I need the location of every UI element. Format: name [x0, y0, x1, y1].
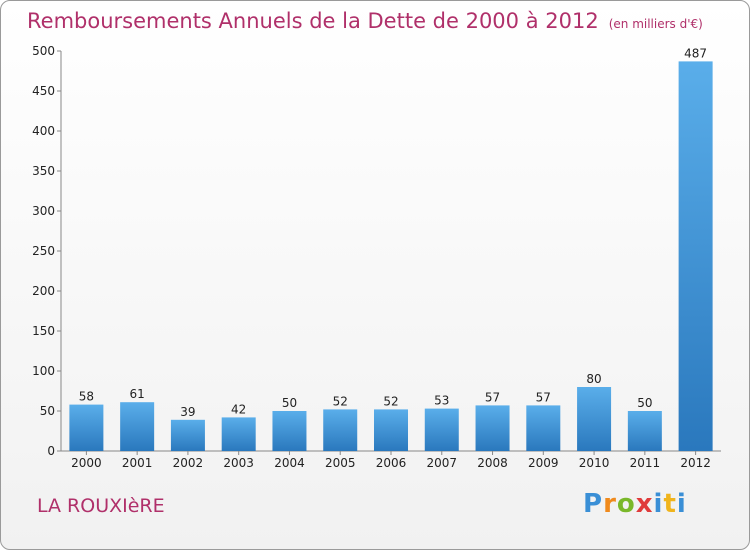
- logo-letter: P: [583, 489, 604, 519]
- logo-letter: i: [676, 489, 687, 519]
- y-tick-label: 0: [47, 444, 55, 458]
- y-tick-label: 350: [32, 164, 55, 178]
- data-label: 61: [130, 387, 145, 401]
- y-tick-label: 500: [32, 44, 55, 58]
- x-tick-label: 2007: [426, 456, 457, 470]
- y-tick-label: 50: [40, 404, 55, 418]
- data-label: 53: [434, 394, 449, 408]
- x-tick-label: 2004: [274, 456, 305, 470]
- logo-letter: x: [635, 489, 654, 519]
- x-tick-label: 2012: [680, 456, 711, 470]
- data-label: 57: [485, 390, 500, 404]
- chart-labels: 2000 58 2001 61 2002 39 2003 42 2004 50 2005 52 2006…: [71, 46, 711, 470]
- x-tick-label: 2001: [122, 456, 153, 470]
- data-label: 487: [684, 46, 707, 60]
- bar: [323, 409, 358, 451]
- x-tick-label: 2010: [579, 456, 610, 470]
- x-tick-label: 2000: [71, 456, 102, 470]
- data-label: 39: [180, 405, 195, 419]
- bar: [120, 402, 155, 451]
- bar: [475, 405, 510, 451]
- place-name: LA ROUXIèRE: [37, 495, 165, 517]
- y-tick-label: 400: [32, 124, 55, 138]
- logo-letter: o: [616, 489, 636, 519]
- x-tick-label: 2011: [630, 456, 661, 470]
- chart-title-text: Remboursements Annuels de la Dette de 20…: [27, 9, 599, 33]
- bar: [577, 387, 612, 451]
- x-tick-label: 2009: [528, 456, 559, 470]
- data-label: 80: [586, 372, 601, 386]
- data-label: 42: [231, 402, 246, 416]
- bar: [678, 61, 713, 452]
- data-label: 50: [282, 396, 297, 410]
- y-tick-label: 100: [32, 364, 55, 378]
- bar: [526, 405, 561, 451]
- y-tick-label: 300: [32, 204, 55, 218]
- logo-letter: t: [663, 489, 677, 519]
- logo-letter: i: [653, 489, 664, 519]
- x-tick-label: 2006: [376, 456, 407, 470]
- x-tick-label: 2003: [223, 456, 254, 470]
- chart-bars: [69, 61, 713, 452]
- proxiti-logo: Proxiti: [583, 489, 687, 519]
- chart-axes: 0 50 100 150 200 250 300 350 400 450 500: [32, 44, 721, 458]
- logo-letter: r: [603, 489, 617, 519]
- data-label: 57: [536, 390, 551, 404]
- y-tick-label: 250: [32, 244, 55, 258]
- data-label: 58: [79, 390, 94, 404]
- data-label: 50: [637, 396, 652, 410]
- bar: [272, 411, 307, 451]
- x-tick-label: 2005: [325, 456, 356, 470]
- x-tick-label: 2002: [173, 456, 204, 470]
- y-tick-label: 150: [32, 324, 55, 338]
- data-label: 52: [333, 394, 348, 408]
- chart-title: Remboursements Annuels de la Dette de 20…: [27, 9, 703, 33]
- bar: [69, 404, 104, 451]
- y-tick-label: 450: [32, 84, 55, 98]
- bar: [221, 417, 256, 451]
- y-tick-label: 200: [32, 284, 55, 298]
- data-label: 52: [383, 394, 398, 408]
- bar: [170, 419, 205, 451]
- bar: [627, 411, 662, 451]
- bar: [424, 408, 459, 451]
- chart-subtitle: (en milliers d'€): [608, 17, 703, 31]
- bar: [374, 409, 408, 451]
- x-tick-label: 2008: [477, 456, 508, 470]
